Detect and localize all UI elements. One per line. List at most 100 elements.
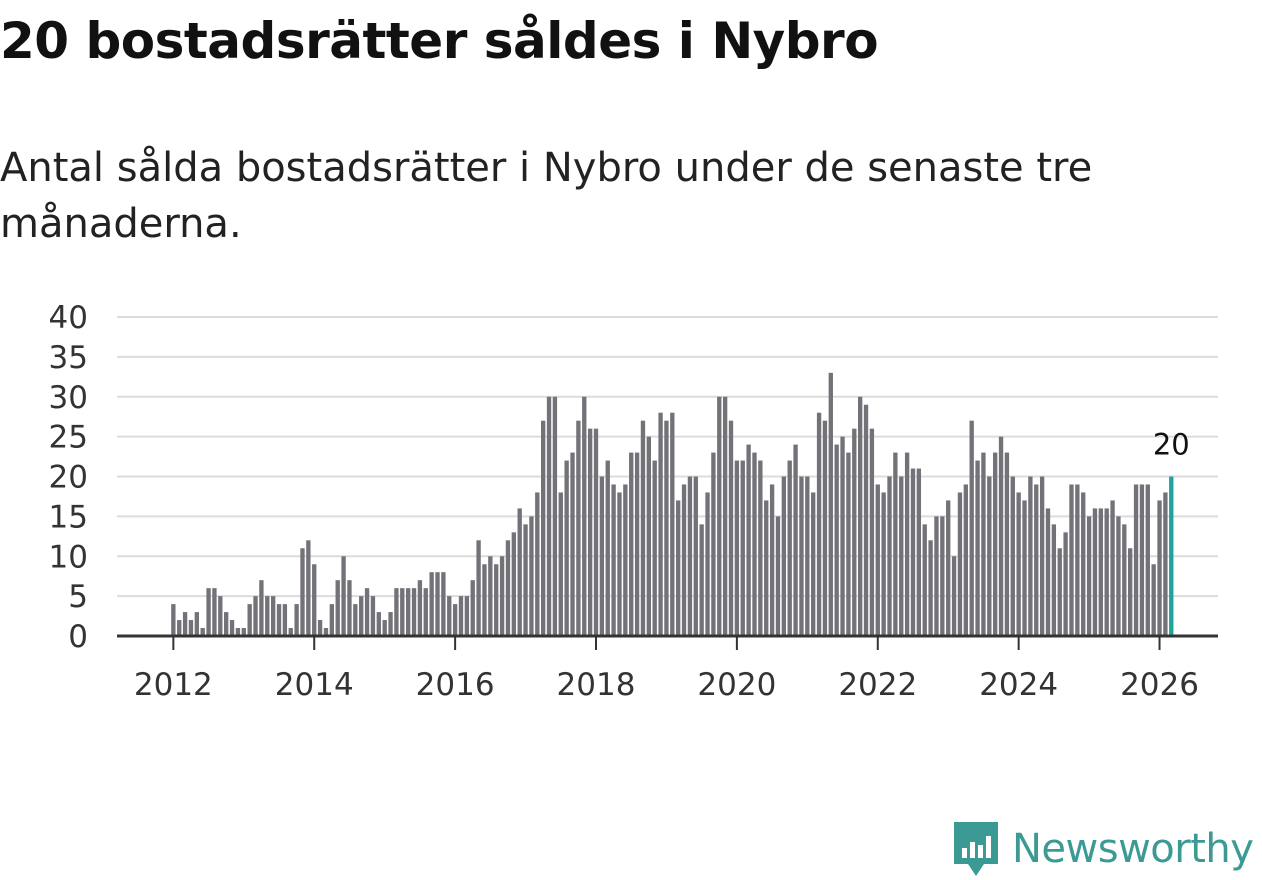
bar: [1133, 484, 1139, 636]
bar: [951, 556, 957, 636]
bar: [329, 604, 335, 636]
bar: [840, 436, 845, 637]
bar: [775, 516, 781, 637]
bar: [828, 372, 833, 636]
bar: [1086, 516, 1092, 637]
y-tick-label-30: 30: [49, 380, 88, 416]
bar: [1151, 564, 1156, 636]
bar: [787, 460, 792, 636]
newsworthy-logo: Newsworthy: [950, 818, 1254, 880]
bar: [1075, 484, 1080, 636]
bar: [1063, 532, 1068, 636]
bar: [1145, 484, 1150, 636]
bar: [699, 524, 704, 636]
bar: [640, 420, 646, 636]
bar: [288, 628, 293, 636]
bar: [1098, 508, 1103, 636]
bar: [552, 396, 558, 636]
bar: [218, 596, 223, 637]
bar: [1081, 492, 1086, 636]
bar: [746, 444, 751, 636]
bar: [728, 420, 734, 636]
bar: [1122, 524, 1127, 636]
bar: [1057, 548, 1062, 636]
bar: [541, 420, 546, 636]
bar: [194, 612, 199, 636]
bar: [717, 396, 722, 636]
bar: [388, 612, 393, 636]
bars: [171, 372, 1174, 637]
bar: [676, 500, 681, 636]
bar: [681, 484, 687, 636]
bar: [734, 460, 740, 636]
bar: [957, 492, 963, 636]
bar: [904, 452, 910, 636]
bar: [370, 596, 376, 637]
bar: [599, 476, 605, 636]
bar: [916, 468, 922, 636]
bar: [658, 412, 663, 636]
bar: [758, 460, 763, 636]
y-tick-label-15: 15: [49, 499, 88, 535]
bar: [1028, 476, 1033, 636]
bar: [447, 596, 452, 637]
bar: [652, 460, 657, 636]
y-tick-label-10: 10: [49, 539, 88, 575]
bar: [177, 620, 182, 636]
bar: [981, 452, 986, 636]
bar: [312, 564, 317, 636]
y-tick-label-5: 5: [68, 579, 88, 615]
bar: [1128, 548, 1133, 636]
bar: [270, 596, 276, 637]
bar: [646, 436, 651, 637]
bar: [910, 468, 916, 636]
bar: [875, 484, 880, 636]
chart-subtitle: Antal sålda bostadsrätter i Nybro under …: [0, 145, 1093, 247]
bar: [940, 516, 945, 637]
bar: [353, 604, 358, 636]
bar: [1051, 524, 1057, 636]
bar: [247, 604, 252, 636]
bar: [963, 484, 968, 636]
latest-value-label: 20: [1153, 428, 1190, 462]
bar: [517, 508, 522, 636]
bar: [799, 476, 804, 636]
bar: [863, 404, 869, 636]
bar: [405, 588, 411, 636]
bar: [1010, 476, 1015, 636]
bar: [1069, 484, 1074, 636]
bar: [582, 396, 587, 636]
bar: [816, 412, 822, 636]
bar: [969, 420, 974, 636]
bar: [294, 604, 299, 636]
bar: [499, 556, 505, 636]
bar: [634, 452, 640, 636]
bar: [1110, 500, 1115, 636]
chart-title: 20 bostadsrätter såldes i Nybro: [0, 12, 879, 70]
bar: [1016, 492, 1021, 636]
bar: [922, 524, 927, 636]
bar: [869, 428, 875, 636]
bar: [182, 612, 188, 636]
bar: [987, 476, 992, 636]
bar: [411, 588, 417, 636]
bar: [1139, 484, 1145, 636]
bar: [417, 580, 423, 636]
bar: [852, 428, 857, 636]
bar: [781, 476, 787, 636]
bar: [1092, 508, 1098, 636]
bar: [376, 612, 381, 636]
bar: [670, 412, 675, 636]
bar: [494, 564, 499, 636]
bar: [705, 492, 710, 636]
x-tick-label-2024: 2024: [979, 667, 1058, 703]
bar: [364, 588, 370, 636]
bar: [846, 452, 851, 636]
bar: [335, 580, 340, 636]
bar: [793, 444, 798, 636]
bar: [564, 460, 569, 636]
bar: [429, 572, 434, 636]
bar: [529, 516, 534, 637]
bar: [452, 604, 458, 636]
